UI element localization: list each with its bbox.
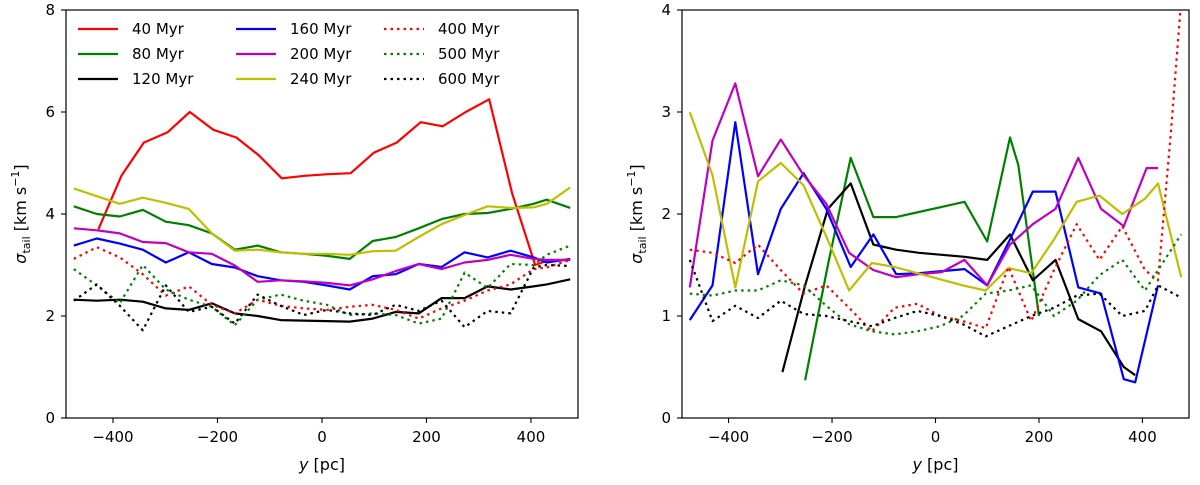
series-line-120-myr [781,182,1136,377]
series-line-400-myr-dotted [689,10,1182,333]
legend-label: 200 Myr [290,45,352,63]
legend-label: 500 Myr [438,45,500,63]
x-axis-label: y [pc] [298,455,345,474]
series-group [73,98,571,332]
legend: 40 Myr 80 Myr 120 Myr 160 Myr 200 Myr 240 Myr… [78,20,500,88]
y-tick-label: 0 [661,409,671,427]
y-tick-label: 8 [45,1,55,19]
series-line-400-myr-dotted [73,246,571,320]
series-line-200-myr [688,82,1158,288]
legend-label: 160 Myr [290,20,352,38]
y-tick-label: 2 [661,205,671,223]
legend-label: 40 Myr [132,20,185,38]
x-tick-label: −400 [708,428,749,446]
series-line-500-myr-dotted [689,233,1183,336]
series-line-240-myr [688,111,1183,292]
series-line-200-myr [73,227,571,287]
series-line-80-myr [73,198,571,260]
x-tick-label: −200 [811,428,852,446]
x-tick-label: 400 [1128,428,1157,446]
legend-label: 80 Myr [132,45,185,63]
x-tick-label: 0 [317,428,327,446]
series-line-40-myr [97,98,571,267]
x-axis-label: y [pc] [912,455,959,474]
x-tick-label: 200 [1025,428,1054,446]
x-tick-label: −200 [197,428,238,446]
series-line-500-myr-dotted [73,244,571,327]
chart-panel-right: −400 −200 0 200 400 0 1 2 3 4 y [pc] σtail [km s−1] [625,1,1190,474]
series-line-600-myr-dotted [688,259,1182,338]
legend-label: 400 Myr [438,20,500,38]
y-tick-label: 6 [45,103,55,121]
chart-panel-left: −400 −200 0 200 400 0 2 4 6 8 y [pc] σtail [km s−1]… [9,1,579,474]
y-axis-label: σtail [km s−1] [9,164,33,263]
y-tick-label: 2 [45,307,55,325]
legend-label: 240 Myr [290,70,352,88]
legend-label: 600 Myr [438,70,500,88]
y-tick-label: 3 [661,103,671,121]
x-tick-label: 400 [517,428,546,446]
series-group [688,10,1183,384]
x-tick-label: −400 [92,428,133,446]
y-tick-label: 1 [661,307,671,325]
x-tick-label: 0 [931,428,941,446]
series-line-240-myr [73,186,571,256]
x-tick-label: 200 [412,428,441,446]
y-axis-label: σtail [km s−1] [625,164,649,263]
y-tick-label: 4 [661,1,671,19]
series-line-80-myr [804,136,1041,381]
legend-label: 120 Myr [132,70,194,88]
y-tick-label: 0 [45,409,55,427]
axes-frame [681,9,1190,419]
series-line-160-myr [73,237,571,291]
y-tick-label: 4 [45,205,55,223]
